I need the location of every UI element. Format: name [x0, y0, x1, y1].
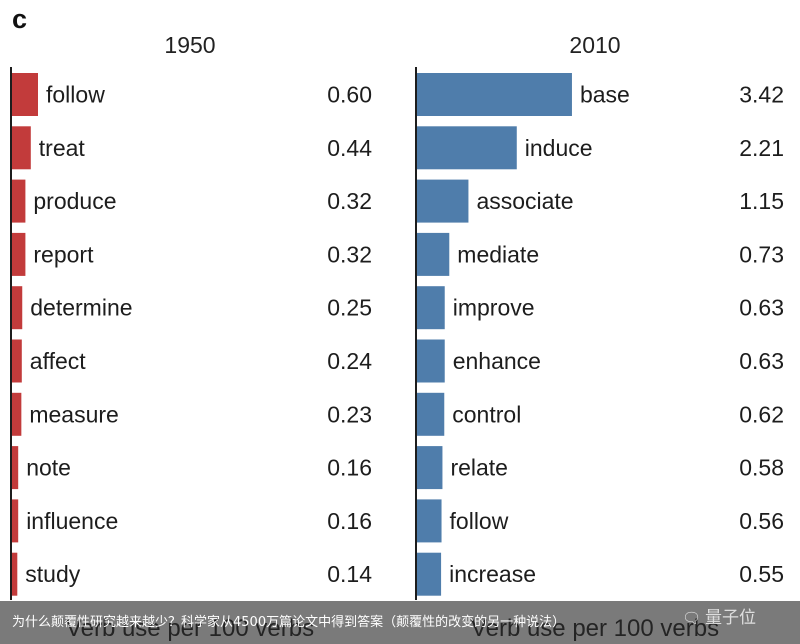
bar — [11, 126, 31, 170]
value-label: 0.63 — [739, 348, 784, 374]
value-label: 0.32 — [327, 188, 372, 214]
value-label: 0.63 — [739, 295, 784, 321]
category-label: improve — [453, 295, 535, 321]
value-label: 0.16 — [327, 455, 372, 481]
panel-title: 2010 — [569, 32, 620, 58]
value-label: 0.16 — [327, 508, 372, 534]
category-label: control — [452, 401, 521, 427]
category-label: follow — [46, 82, 105, 108]
value-label: 0.73 — [739, 241, 784, 267]
bar — [416, 499, 442, 543]
category-label: relate — [450, 455, 508, 481]
bar — [416, 126, 517, 170]
watermark-text: 量子位 — [705, 608, 757, 628]
bar — [11, 552, 18, 596]
panel-title: 1950 — [164, 32, 215, 58]
value-label: 0.60 — [327, 82, 372, 108]
value-label: 1.15 — [739, 188, 784, 214]
category-label: associate — [476, 188, 573, 214]
bar — [11, 232, 26, 276]
bar — [416, 286, 445, 330]
bar — [416, 232, 450, 276]
category-label: determine — [30, 295, 132, 321]
bar — [11, 339, 22, 383]
wechat-bubble-icon: 🗨 — [682, 609, 702, 627]
bar — [416, 339, 445, 383]
value-label: 0.55 — [739, 561, 784, 587]
value-label: 0.58 — [739, 455, 784, 481]
value-label: 0.56 — [739, 508, 784, 534]
category-label: treat — [39, 135, 86, 161]
value-label: 0.62 — [739, 401, 784, 427]
panel-letter: c — [12, 4, 27, 34]
category-label: measure — [29, 401, 118, 427]
bar — [11, 446, 19, 490]
bar — [416, 392, 445, 436]
value-label: 0.32 — [327, 241, 372, 267]
category-label: base — [580, 82, 630, 108]
category-label: note — [26, 455, 71, 481]
bar — [416, 179, 469, 223]
value-label: 0.23 — [327, 401, 372, 427]
category-label: induce — [525, 135, 593, 161]
category-label: affect — [30, 348, 86, 374]
category-label: increase — [449, 561, 536, 587]
category-label: study — [25, 561, 80, 587]
panel-2010: 2010 base 3.42 induce 2.21 associate 1.15 media… — [415, 32, 784, 642]
bar — [11, 73, 38, 116]
bar — [11, 286, 23, 330]
value-label: 0.44 — [327, 135, 372, 161]
category-label: enhance — [453, 348, 541, 374]
watermark: 🗨 量子位 — [682, 603, 792, 633]
bar — [416, 552, 442, 596]
category-label: report — [33, 241, 94, 267]
category-label: mediate — [457, 241, 539, 267]
caption-bar — [0, 601, 800, 644]
value-label: 0.25 — [327, 295, 372, 321]
value-label: 2.21 — [739, 135, 784, 161]
category-label: produce — [33, 188, 116, 214]
category-label: follow — [450, 508, 509, 534]
bar — [416, 73, 572, 116]
value-label: 3.42 — [739, 82, 784, 108]
caption-text: 为什么颠覆性研究越来越少？科学家从4500万篇论文中得到答案（颠覆性的改变的另一… — [12, 615, 566, 630]
bar — [11, 392, 22, 436]
panel-1950: 1950 follow 0.60 treat 0.44 produce 0.32 report… — [10, 32, 372, 642]
bar — [416, 446, 443, 490]
bar — [11, 499, 19, 543]
value-label: 0.24 — [327, 348, 372, 374]
category-label: influence — [26, 508, 118, 534]
bar — [11, 179, 26, 223]
value-label: 0.14 — [327, 561, 372, 587]
